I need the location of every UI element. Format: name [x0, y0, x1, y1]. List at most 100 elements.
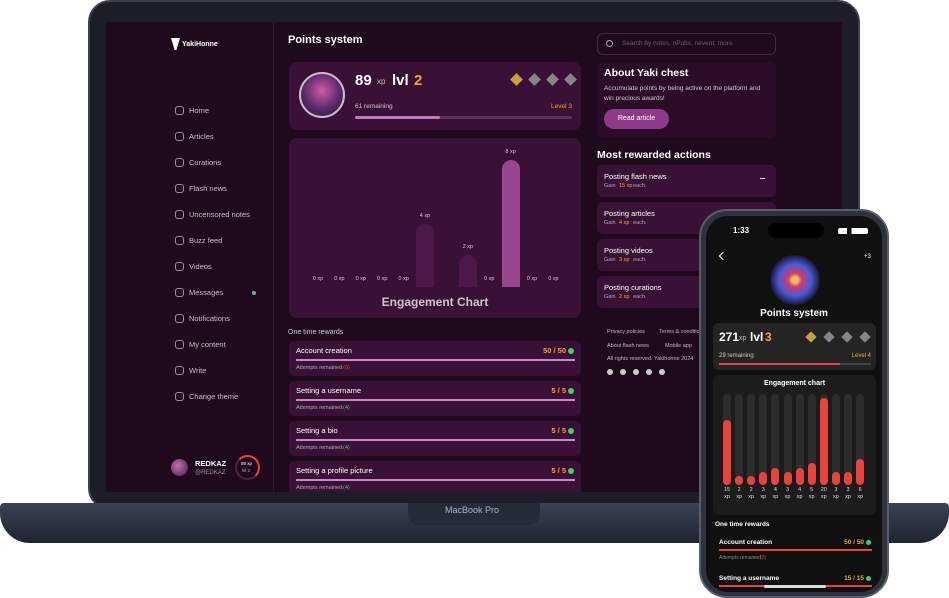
nav-item[interactable]: Write: [189, 366, 207, 375]
attempts-count: (4): [343, 405, 350, 411]
bar-unit: xp: [832, 494, 839, 500]
bar-value: 3: [834, 487, 838, 493]
about-text: Accumulate points by being active on the…: [604, 85, 761, 102]
nav-item[interactable]: Messages: [189, 288, 224, 297]
action-xp: 4 xp: [619, 220, 630, 226]
bar-unit: xp: [845, 494, 851, 500]
action-gain: Gain: [604, 183, 616, 189]
phone-title: Points system: [760, 308, 828, 319]
reward-bar: [296, 439, 575, 441]
bar-track: [831, 394, 840, 485]
nav-item[interactable]: Videos: [189, 262, 212, 271]
bar-track: [771, 394, 780, 485]
lvl-label: lvl: [392, 72, 409, 89]
nav-item[interactable]: Buzz feed: [189, 236, 223, 245]
nav-item[interactable]: Articles: [189, 132, 214, 141]
bar-unit: xp: [820, 494, 827, 500]
chart-bar: [771, 467, 780, 485]
nav-item[interactable]: My content: [189, 340, 226, 349]
reward-name: Setting a username: [719, 575, 779, 582]
chart-bar: [747, 476, 756, 485]
rewards-title: One time rewards: [288, 329, 344, 336]
bar-label: 8 xp: [505, 149, 516, 155]
bar-unit: xp: [748, 494, 755, 500]
chart-bar: [795, 467, 804, 485]
social-icon: [620, 369, 626, 375]
footer-link[interactable]: Privacy policies: [607, 329, 645, 335]
nav-item[interactable]: Curations: [189, 158, 222, 167]
nav-item[interactable]: Home: [189, 106, 210, 115]
xp-value: 271: [719, 330, 740, 344]
action-each: each.: [633, 220, 647, 226]
nav-item[interactable]: Uncensored notes: [189, 210, 250, 219]
search-placeholder: Search by notes, nPubs, nevent, more: [622, 40, 733, 47]
bar-unit: xp: [724, 494, 730, 500]
reward-score: 50 / 50: [844, 539, 864, 546]
home-indicator: [764, 585, 826, 588]
xp-ring: [235, 455, 260, 480]
profile-avatar: [299, 72, 345, 118]
reward-name: Setting a username: [296, 386, 362, 395]
island: [768, 223, 824, 238]
bar-track: [783, 394, 792, 485]
ring-lvl: lvl 2: [242, 468, 251, 473]
bar-track: [795, 394, 804, 485]
bar-label: 0 xp: [483, 276, 495, 282]
chart-bar: [735, 476, 744, 485]
action-xp: 3 xp: [619, 257, 630, 263]
reward-score: 50 / 50: [543, 346, 566, 355]
chart-bar: [458, 255, 477, 287]
attempts: Attempts remained: [296, 485, 343, 491]
action-gain: Gain: [604, 257, 616, 263]
sidebar-divider: [273, 22, 274, 492]
action-gain: Gain: [604, 220, 616, 226]
bar-value: 3: [785, 487, 790, 493]
reward-card: [289, 421, 581, 456]
nav-icon: [175, 236, 184, 245]
about-title: About Yaki chest: [604, 67, 689, 79]
search-box[interactable]: [597, 33, 776, 55]
social-icon: [659, 369, 665, 375]
nav-item[interactable]: Change theme: [189, 392, 239, 401]
footer-link[interactable]: Terms & conditions: [659, 329, 706, 335]
nav-item[interactable]: Notifications: [189, 314, 230, 323]
progress-fill: [355, 116, 440, 119]
bar-value: 20: [820, 487, 827, 493]
search-icon: [606, 40, 613, 47]
reward-bar: [296, 479, 575, 481]
footer-link[interactable]: Mobile app: [665, 343, 692, 349]
xp-unit: xp: [739, 335, 747, 342]
bar-track: [747, 394, 756, 485]
social-icon: [607, 369, 613, 375]
reward-score: 5 / 5: [551, 386, 566, 395]
back-arrow: [718, 251, 728, 261]
chart-bar: [819, 398, 828, 485]
attempts: Attempts remained: [296, 445, 343, 451]
nav-item[interactable]: Flash news: [189, 184, 227, 193]
chart-bar: [783, 472, 792, 485]
chart-bar: [831, 472, 840, 485]
bar-value: 2: [737, 487, 741, 493]
nav-icon: [175, 184, 184, 193]
bar-label: 4 xp: [419, 212, 431, 219]
action-card: [597, 165, 776, 197]
done-dot: [568, 428, 574, 434]
action-xp: 15 xp: [619, 183, 633, 189]
ring-xp: 89 xp: [241, 461, 253, 466]
bar-value: 5: [810, 487, 814, 493]
read-button[interactable]: Read article: [604, 109, 669, 129]
bar-label: 0 xp: [526, 276, 538, 282]
lvl-value: 2: [414, 72, 423, 89]
footer-link[interactable]: About flash news: [607, 343, 649, 349]
bar-label: 0 xp: [355, 276, 366, 282]
done-dot: [568, 388, 574, 394]
action-name: Posting curations: [604, 283, 662, 292]
laptop-screen: YakiHonne Home Articles Curations Flash news…: [106, 22, 842, 492]
bar-value: 2: [749, 487, 753, 493]
reward-bar: [719, 549, 872, 551]
chart-bar: [501, 160, 520, 287]
xp-value: 89: [355, 72, 372, 89]
bar-track: [759, 394, 768, 485]
attempts: Attempts remained: [296, 405, 343, 411]
chart-bar: [844, 472, 852, 485]
